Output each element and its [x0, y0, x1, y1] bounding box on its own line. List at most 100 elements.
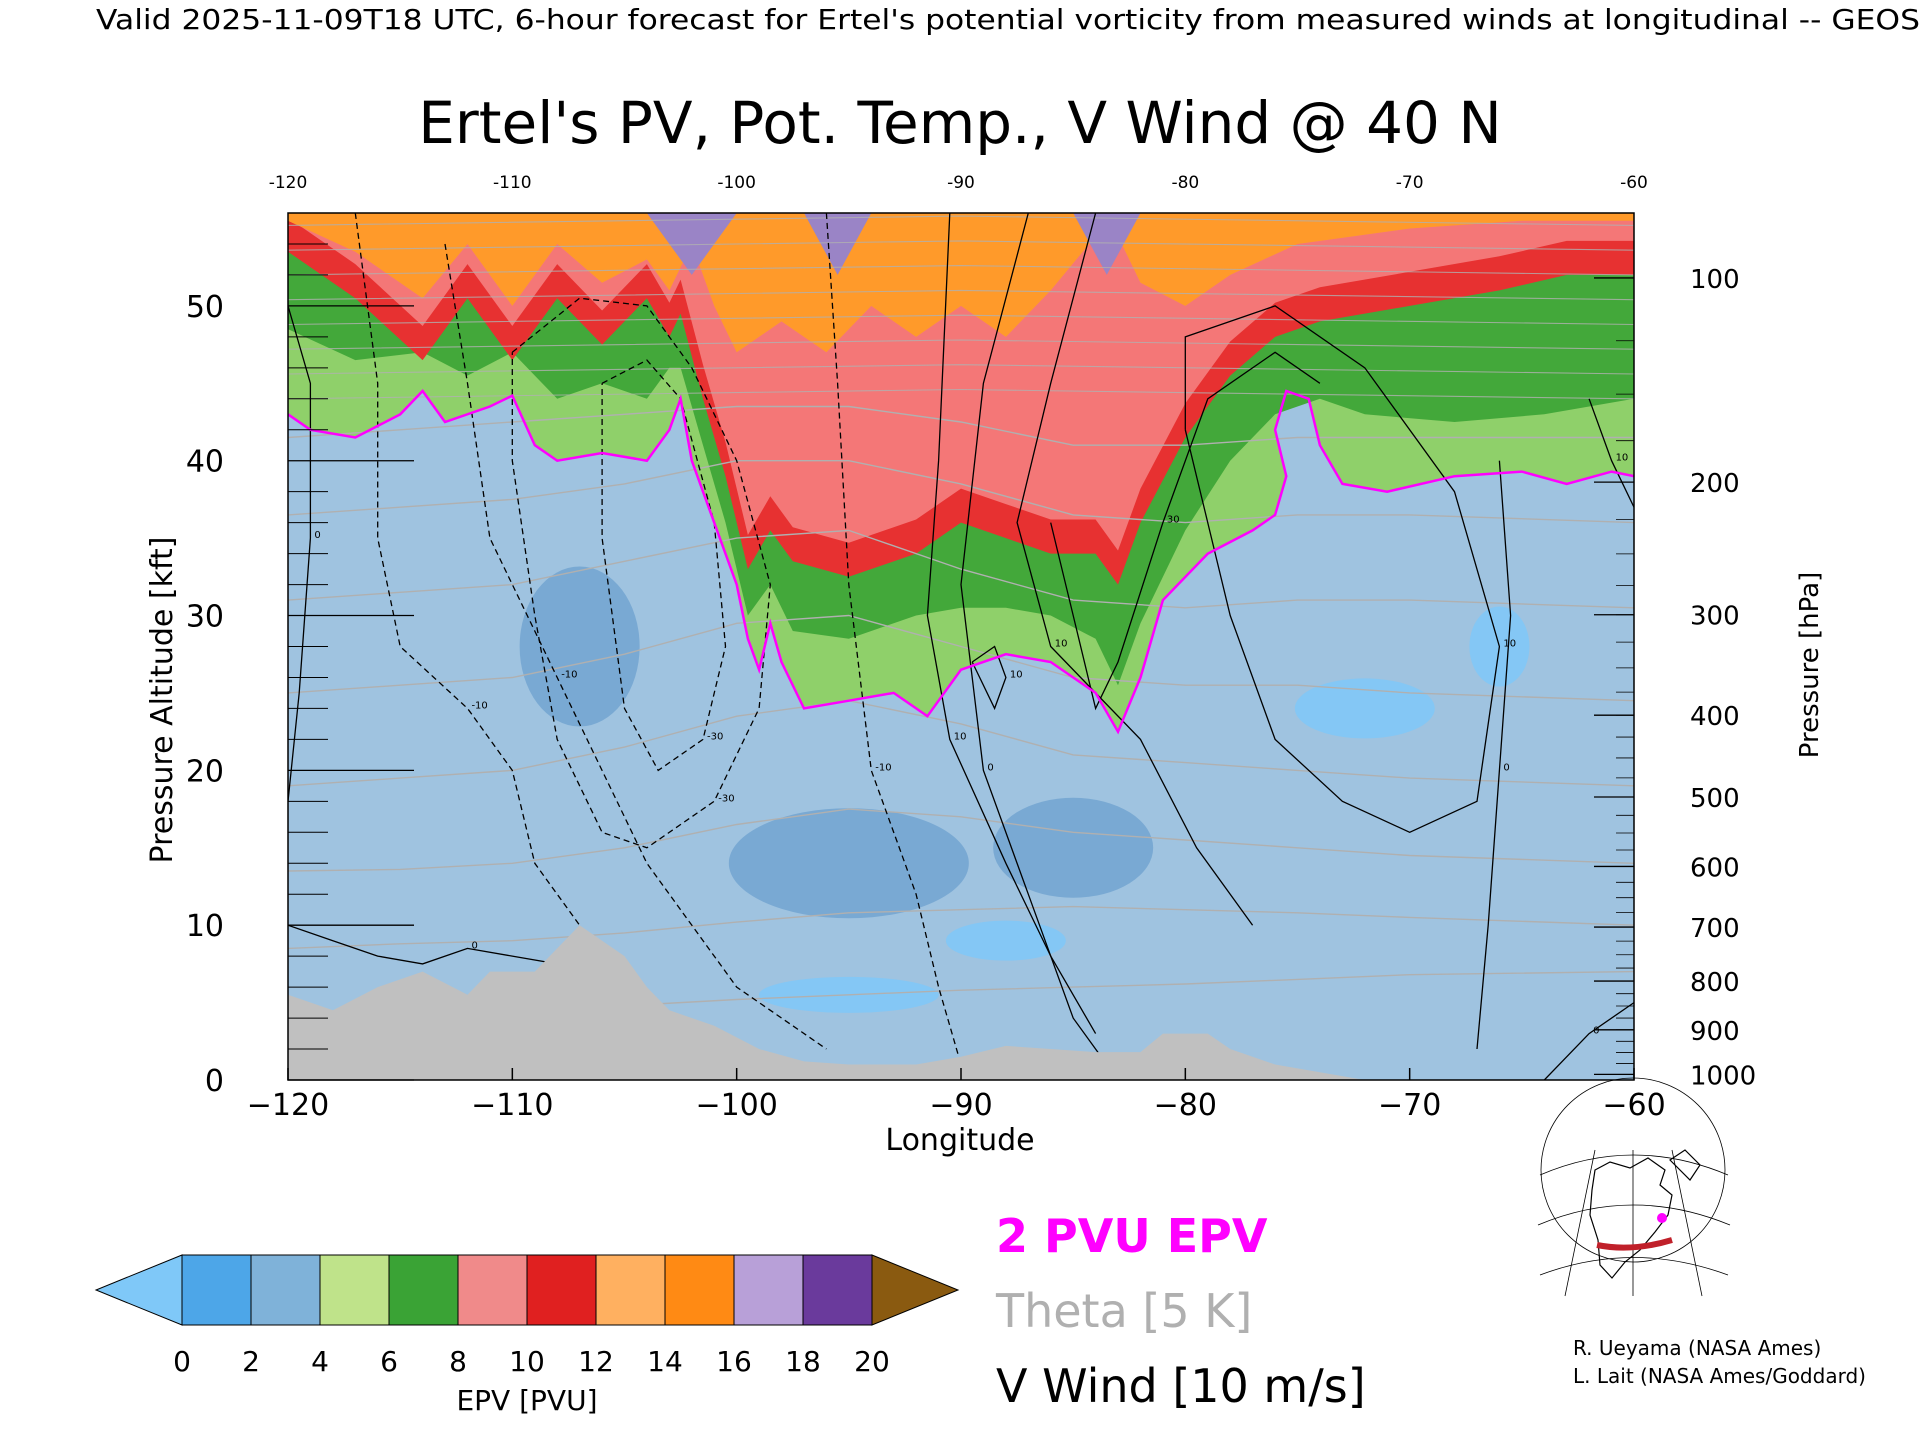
pressure-tick-label: 100: [1690, 265, 1740, 295]
v-wind-contour: [601, 359, 727, 772]
colorbar-segment: [319, 1254, 390, 1326]
v-wind-contour: [960, 213, 1119, 1080]
v-wind-contour-label: 10: [954, 731, 967, 742]
map-coastlines: [1589, 1149, 1701, 1279]
colorbar-tick-label: 6: [380, 1345, 398, 1378]
legend-theta: Theta [5 K]: [995, 1284, 1252, 1338]
legend-2pvu: 2 PVU EPV: [996, 1209, 1268, 1263]
top-tick-label: -90: [947, 173, 975, 193]
v-wind-contour: [1016, 213, 1254, 926]
terrain: [288, 925, 1634, 1080]
theta-contour: [288, 265, 1634, 276]
y-tick-label: 0: [205, 1064, 224, 1099]
theta-contour: [288, 405, 1634, 446]
tropopause-2pvu-line: [288, 389, 1634, 735]
v-wind-contour: [288, 305, 312, 802]
legend-v-wind: V Wind [10 m/s]: [996, 1359, 1366, 1413]
map-location-marker: [1657, 1213, 1667, 1223]
v-wind-contour-label: 0: [314, 530, 320, 541]
x-tick-label: −80: [1154, 1088, 1217, 1123]
x-tick-label: −90: [929, 1088, 992, 1123]
top-tick-label: -60: [1620, 173, 1648, 193]
x-tick-label: −60: [1602, 1088, 1665, 1123]
epv-layer-salmon: [288, 213, 1634, 551]
v-wind-contour: [1184, 305, 1501, 834]
top-tick-label: -80: [1171, 173, 1199, 193]
colorbar-segment: [802, 1254, 873, 1326]
pressure-tick-label: 1000: [1690, 1061, 1756, 1091]
theta-contour: [288, 614, 1634, 702]
v-wind-contour-label: -10: [561, 669, 577, 680]
chart-title: Ertel's PV, Pot. Temp., V Wind @ 40 N: [418, 89, 1501, 157]
theta-contour: [288, 460, 1634, 524]
v-wind-contour: [1476, 460, 1512, 1050]
epv-mid-patch: [993, 797, 1154, 898]
pressure-tick-label: 200: [1690, 469, 1740, 499]
colorbar-tick-label: 12: [578, 1345, 614, 1378]
plot-area: 10 0 10 30 10 10 0 0 0 0 10 -10 -10 -30 -30 -10: [287, 212, 1635, 1081]
epv-purple-patch: [804, 213, 872, 275]
theta-contour: [288, 699, 1634, 787]
colorbar-tick-label: 4: [311, 1345, 329, 1378]
theta-contour: [288, 905, 1634, 950]
v-wind-contour-label: 30: [1167, 515, 1180, 526]
v-wind-contour-label: 10: [1055, 639, 1068, 650]
left-axis-label: Pressure Altitude [kft]: [145, 537, 180, 864]
pressure-tick-label: 600: [1690, 853, 1740, 883]
v-wind-contour-label: 10: [1616, 453, 1629, 464]
map-graticule: [1537, 1154, 1731, 1276]
x-tick-label: −120: [247, 1088, 329, 1123]
top-tick-label: -120: [269, 173, 308, 193]
top-tick-label: -110: [493, 173, 532, 193]
colorbar-tick-label: 16: [716, 1345, 752, 1378]
v-wind-contour-label: 0: [1593, 1026, 1599, 1037]
x-axis: −120 −110 −100 −90 −80 −70 −60: [247, 1068, 1666, 1123]
y-tick-label: 40: [186, 445, 224, 480]
v-wind-contour-label: 0: [1503, 762, 1509, 773]
v-wind-contour: [1588, 398, 1634, 508]
v-wind-contour-label: 0: [471, 940, 477, 951]
x-axis-label: Longitude: [885, 1123, 1034, 1158]
v-wind-contour: [444, 243, 827, 1050]
epv-fill-layers: [288, 213, 1634, 1013]
colorbar-segment: [250, 1254, 321, 1326]
y-tick-label: 50: [186, 290, 224, 325]
theta-contour: [288, 808, 1634, 872]
pressure-tick-label: 700: [1690, 914, 1740, 944]
colorbar-tick-label: 14: [647, 1345, 683, 1378]
epv-mid-patch: [728, 808, 969, 919]
valid-time-header: Valid 2025-11-09T18 UTC, 6-hour forecast…: [96, 3, 1920, 36]
x-tick-label: −110: [471, 1088, 553, 1123]
top-longitude-ticks: -120 -110 -100 -90 -80 -70 -60: [269, 173, 1648, 193]
credit-line-1: R. Ueyama (NASA Ames): [1573, 1336, 1821, 1360]
colorbar-segment: [595, 1254, 666, 1326]
theta-contour: [288, 314, 1634, 326]
v-wind-contour-label: 10: [1010, 669, 1023, 680]
credit-line-2: L. Lait (NASA Ames/Goddard): [1573, 1364, 1866, 1388]
epv-purple-patch: [1073, 213, 1141, 275]
top-tick-label: -100: [717, 173, 756, 193]
theta-contour: [288, 240, 1634, 251]
colorbar-under-arrow: [94, 1254, 183, 1326]
terrain-fill: [288, 925, 1634, 1080]
colorbar-segment: [526, 1254, 597, 1326]
y-tick-label: 20: [186, 754, 224, 789]
pressure-tick-label: 500: [1690, 784, 1740, 814]
tropopause-2pvu: [288, 389, 1634, 735]
pressure-tick-label: 300: [1690, 602, 1740, 632]
v-wind-contour: [825, 213, 962, 1065]
colorbar-segment: [733, 1254, 804, 1326]
colorbar-tick-label: 20: [854, 1345, 890, 1378]
colorbar-segment: [457, 1254, 528, 1326]
x-tick-label: −70: [1378, 1088, 1441, 1123]
pressure-tick-label: 900: [1690, 1017, 1740, 1047]
epv-layer-orange: [288, 213, 1634, 353]
y-tick-label: 30: [186, 600, 224, 635]
colorbar-segment: [664, 1254, 735, 1326]
epv-mid-patch: [519, 566, 640, 727]
colorbar-tick-label: 8: [449, 1345, 467, 1378]
v-wind-contour-label: -10: [875, 762, 891, 773]
theta-contour: [288, 289, 1634, 301]
v-wind-contour: [354, 213, 581, 926]
